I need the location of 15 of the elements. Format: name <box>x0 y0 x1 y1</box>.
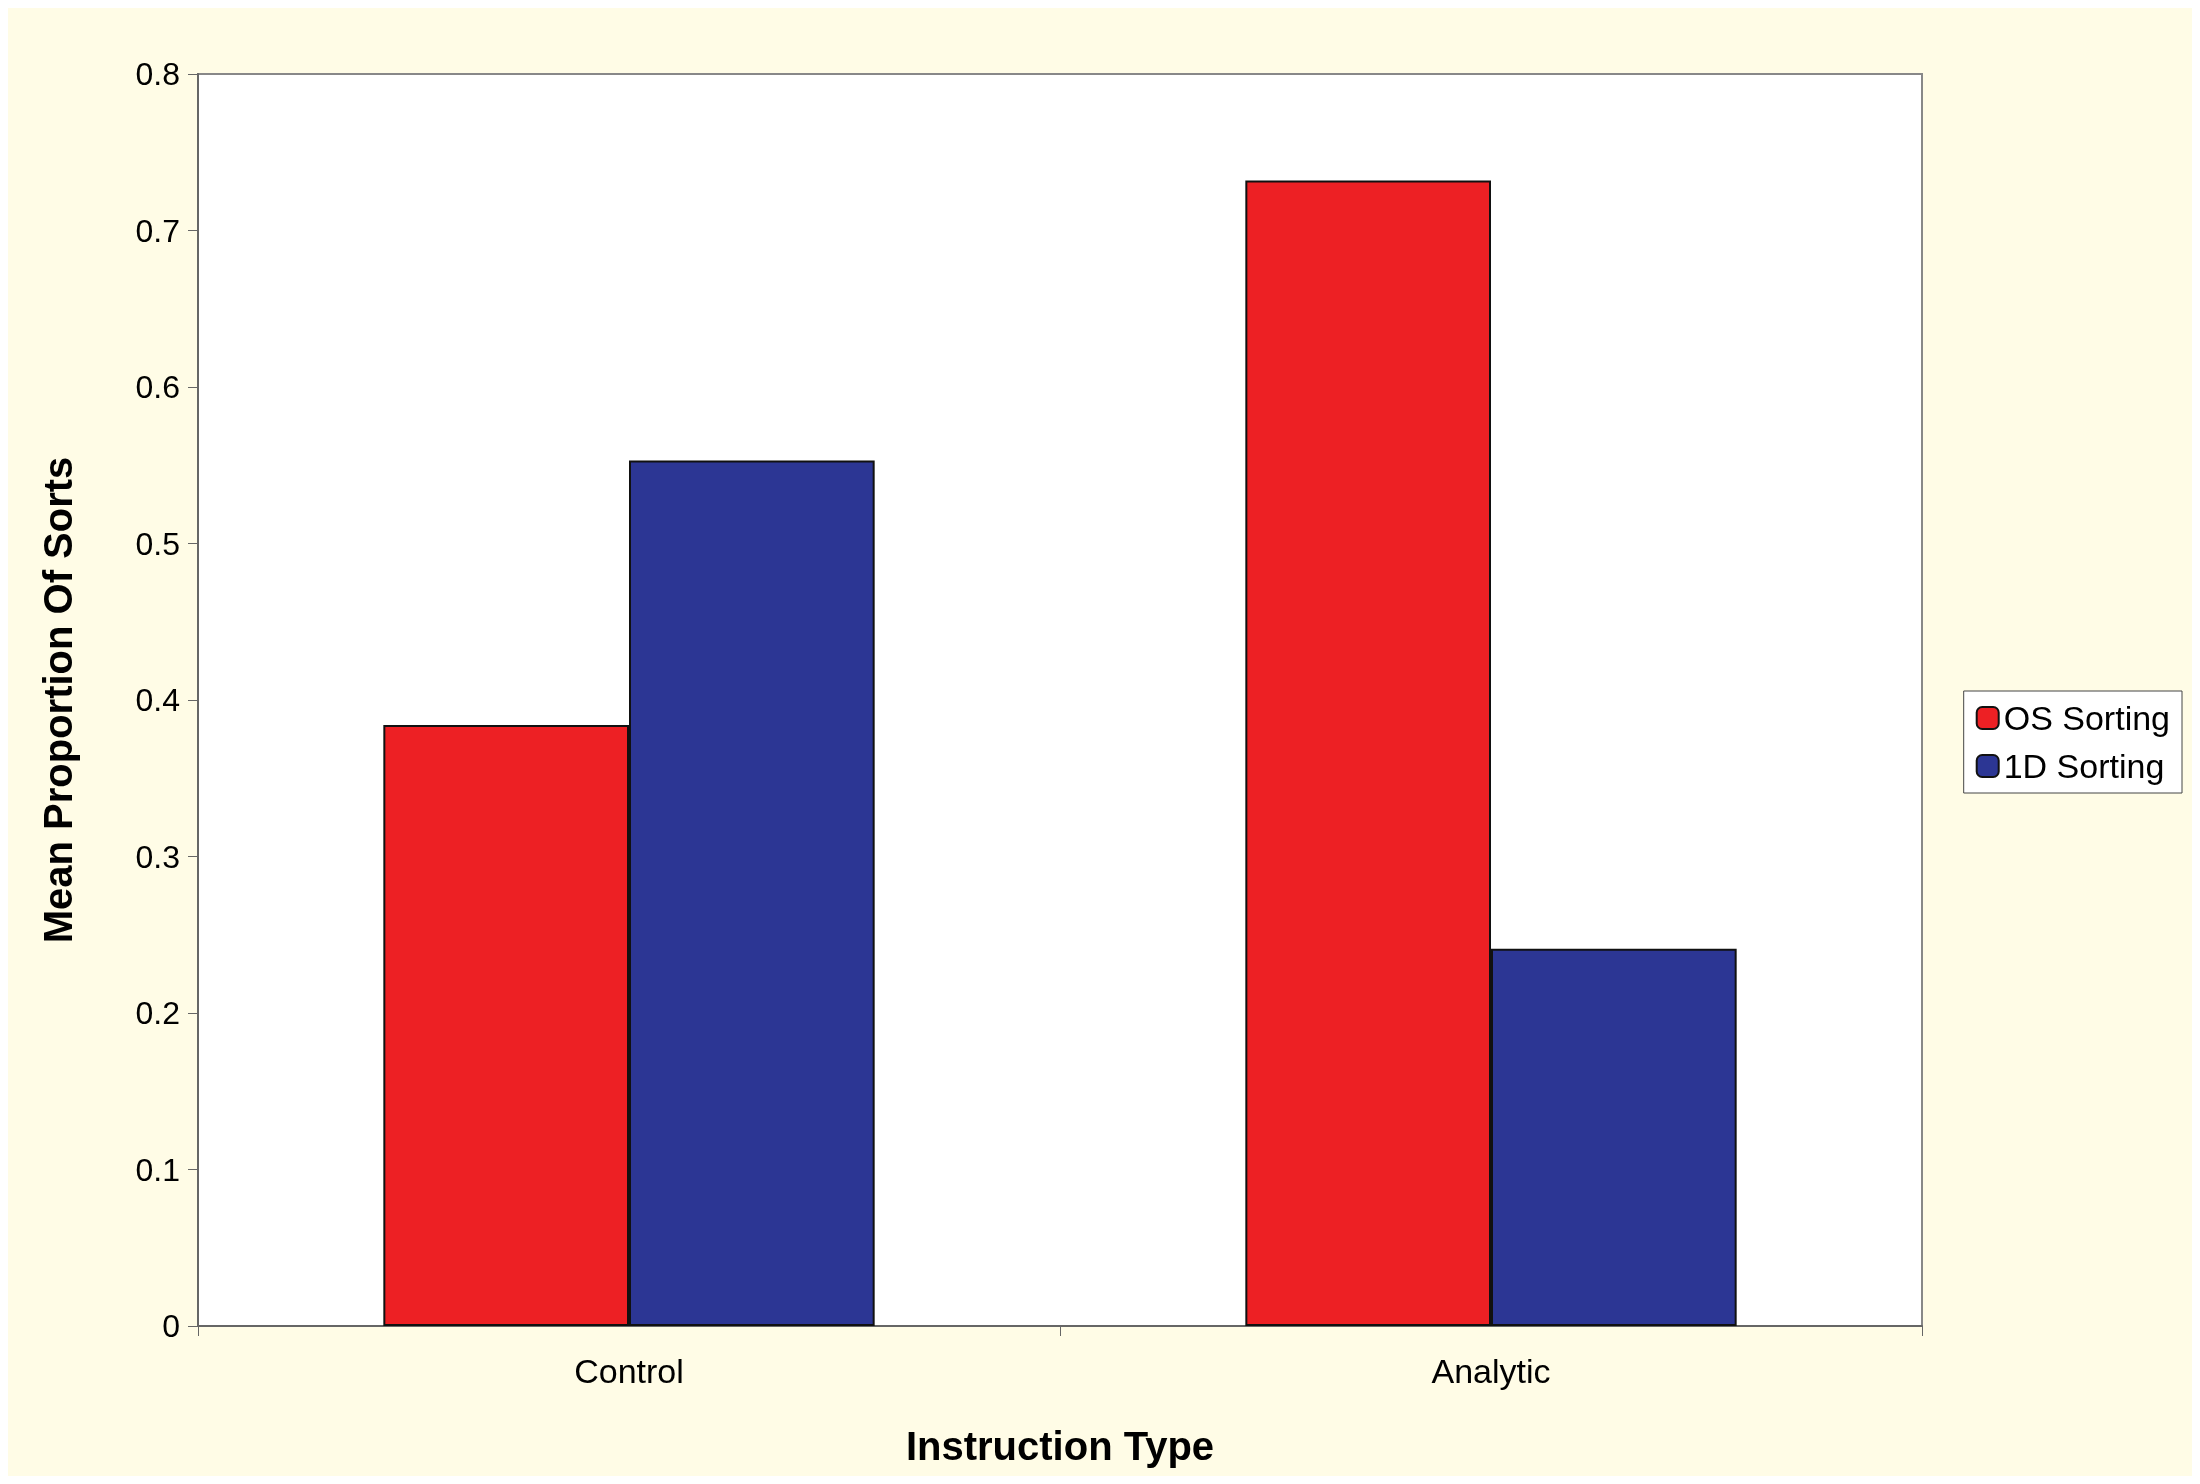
y-tick-label: 0.5 <box>135 525 180 562</box>
y-tick-label: 0.1 <box>135 1151 180 1188</box>
y-tick-label: 0.2 <box>135 995 180 1031</box>
y-tick-label: 0 <box>162 1308 180 1344</box>
legend-label: OS Sorting <box>2003 699 2171 737</box>
y-tick-label: 0.3 <box>135 838 180 875</box>
y-axis-title: Mean Proportion Of Sorts <box>36 456 80 944</box>
x-axis-title: Instruction Type <box>905 1424 1215 1468</box>
y-tick-label: 0.8 <box>135 56 180 92</box>
y-tick-label: 0.4 <box>135 682 180 718</box>
legend-label: 1D Sorting <box>2003 747 2165 785</box>
y-tick-label: 0.6 <box>135 369 180 405</box>
x-tick-label: Analytic <box>1431 1352 1551 1390</box>
x-tick-label: Control <box>574 1352 684 1390</box>
y-tick-label: 0.7 <box>135 212 180 249</box>
